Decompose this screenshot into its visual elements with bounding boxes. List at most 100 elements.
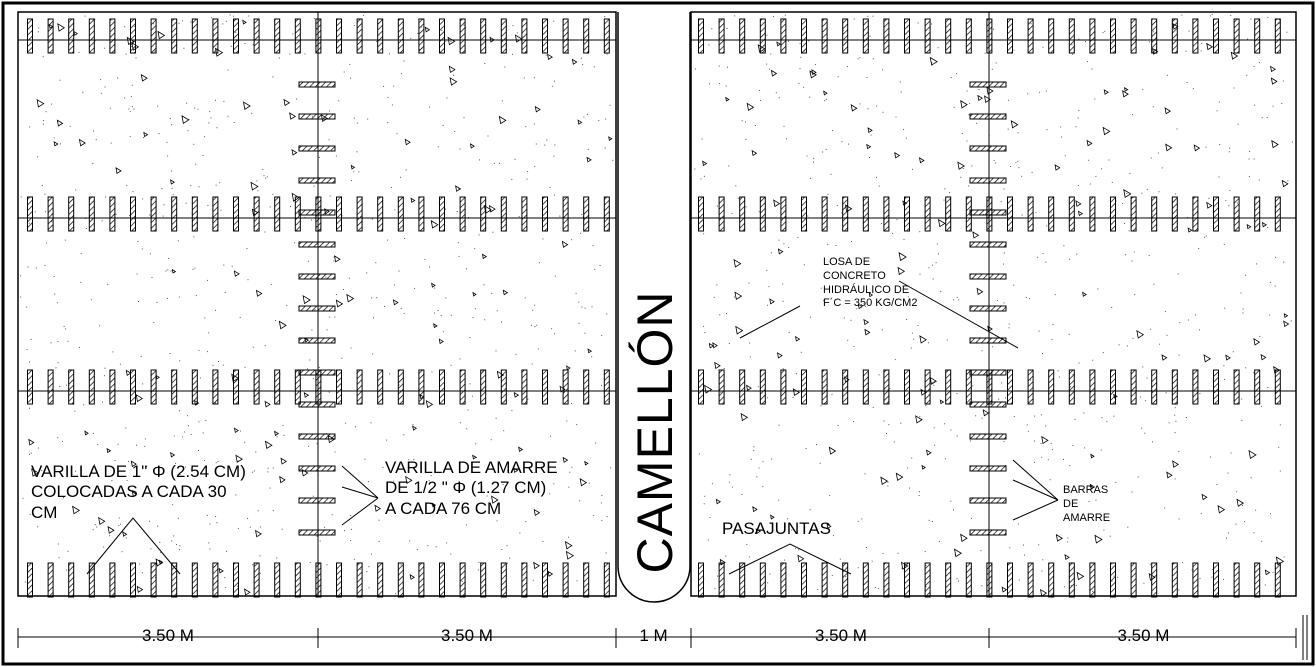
dowel-bar — [47, 562, 54, 598]
dowel-bar — [253, 196, 260, 232]
dowel-bar — [150, 196, 157, 232]
dowel-bar — [562, 562, 569, 598]
dowel-bar — [862, 196, 869, 232]
dowel-bar — [1110, 369, 1116, 405]
tie-bar-label: VARILLA DE AMARRE DE 1/2 " Φ (1.27 CM) A… — [385, 458, 558, 518]
dowel-bar — [698, 18, 704, 54]
dowel-bar — [1192, 18, 1199, 54]
dowel-bar — [1130, 562, 1137, 598]
dowel-bar — [698, 196, 704, 232]
dowel-bar — [274, 369, 281, 405]
tie-bar — [298, 433, 336, 440]
dowel-bar — [500, 369, 507, 405]
dowel-bar — [377, 369, 384, 405]
dowel-bar — [1007, 369, 1013, 405]
dowel-bar — [439, 18, 445, 54]
dowel-bar — [191, 369, 198, 405]
dowel-bar — [842, 18, 849, 54]
dowel-bar — [542, 369, 548, 405]
tie-bar — [969, 81, 1007, 88]
dowel-bar — [1027, 562, 1034, 598]
dowel-bar — [924, 18, 931, 54]
dowel-bar — [47, 196, 54, 232]
dowel-bar — [842, 196, 849, 232]
dowel-bar — [965, 369, 972, 405]
dowel-bar — [1027, 18, 1034, 54]
dowel-bar — [739, 196, 746, 232]
dowel-bar — [603, 562, 610, 598]
dowel-bar — [27, 196, 33, 232]
dowel-bar — [1171, 369, 1178, 405]
tie-bar — [969, 113, 1007, 120]
dowel-bar — [459, 369, 466, 405]
dowel-bar — [1130, 18, 1137, 54]
dowel-bar — [397, 369, 404, 405]
tie-bar — [969, 401, 1007, 408]
dowel-bar — [88, 18, 95, 54]
slab-right — [690, 11, 1297, 597]
dowel-bar — [1151, 562, 1158, 598]
dowel-bar — [821, 562, 828, 598]
dowel-bar — [1274, 196, 1281, 232]
dimension-lane-4: 3.50 M — [1117, 626, 1170, 645]
dowel-bar — [1027, 196, 1034, 232]
dowel-bar — [842, 562, 849, 598]
dowel-bar — [842, 369, 849, 405]
dowel-bar — [1048, 18, 1055, 54]
tie-bar — [298, 529, 336, 536]
dowel-bar — [521, 562, 528, 598]
dowel-bar — [780, 369, 787, 405]
dowel-bar — [171, 196, 178, 232]
dowel-bar — [480, 196, 487, 232]
tie-bar — [298, 177, 336, 184]
dimension-lane-3: 3.50 M — [815, 626, 867, 645]
dowel-bar — [759, 18, 766, 54]
dowel-bar — [1089, 196, 1096, 232]
median-outline — [617, 12, 691, 603]
dowel-bar — [521, 369, 528, 405]
dowel-bar — [68, 18, 75, 54]
dowel-bar — [603, 196, 610, 232]
dowel-bar — [377, 196, 384, 232]
dowel-bar — [801, 196, 807, 232]
dowel-bar — [274, 18, 281, 54]
dowel-bar — [377, 562, 384, 598]
dowel-bar — [583, 369, 590, 405]
dowel-bar — [1089, 18, 1096, 54]
dowel-bar — [1213, 562, 1219, 598]
dowel-bar — [1213, 196, 1219, 232]
dowel-bar — [739, 562, 746, 598]
dowel-bar — [418, 369, 425, 405]
dowel-bar — [253, 18, 260, 54]
dimension-lane-1: 3.50 M — [142, 626, 194, 645]
dowel-bar — [739, 369, 746, 405]
dowel-bar — [130, 562, 136, 598]
dowel-bar — [27, 562, 33, 598]
tie-bar — [969, 177, 1007, 184]
dowel-bar — [397, 562, 404, 598]
dowel-bar — [1048, 196, 1055, 232]
dowel-bar — [759, 369, 766, 405]
dowel-bar — [718, 562, 725, 598]
dowel-bar — [130, 196, 136, 232]
dowel-bar — [583, 196, 590, 232]
tie-bar — [969, 241, 1007, 248]
dowel-bar — [1110, 562, 1116, 598]
dowel-bar — [1151, 18, 1158, 54]
tie-bar — [298, 369, 336, 376]
dowel-bar — [1007, 18, 1013, 54]
dowel-bar — [1130, 196, 1137, 232]
tie-bars-label: BARRAS DE AMARRE — [1063, 484, 1111, 524]
dowel-bar — [1254, 18, 1261, 54]
dowel-bar — [459, 562, 466, 598]
dowel-bar — [356, 196, 363, 232]
dowel-bar — [171, 562, 178, 598]
dowel-bar — [500, 196, 507, 232]
dowel-bar — [1151, 369, 1158, 405]
dowel-bar — [1007, 562, 1013, 598]
dowel-bar — [1151, 196, 1158, 232]
dowel-bar — [924, 196, 931, 232]
dowel-bar — [562, 369, 569, 405]
dowel-bar — [945, 562, 952, 598]
dowel-bar — [780, 196, 787, 232]
